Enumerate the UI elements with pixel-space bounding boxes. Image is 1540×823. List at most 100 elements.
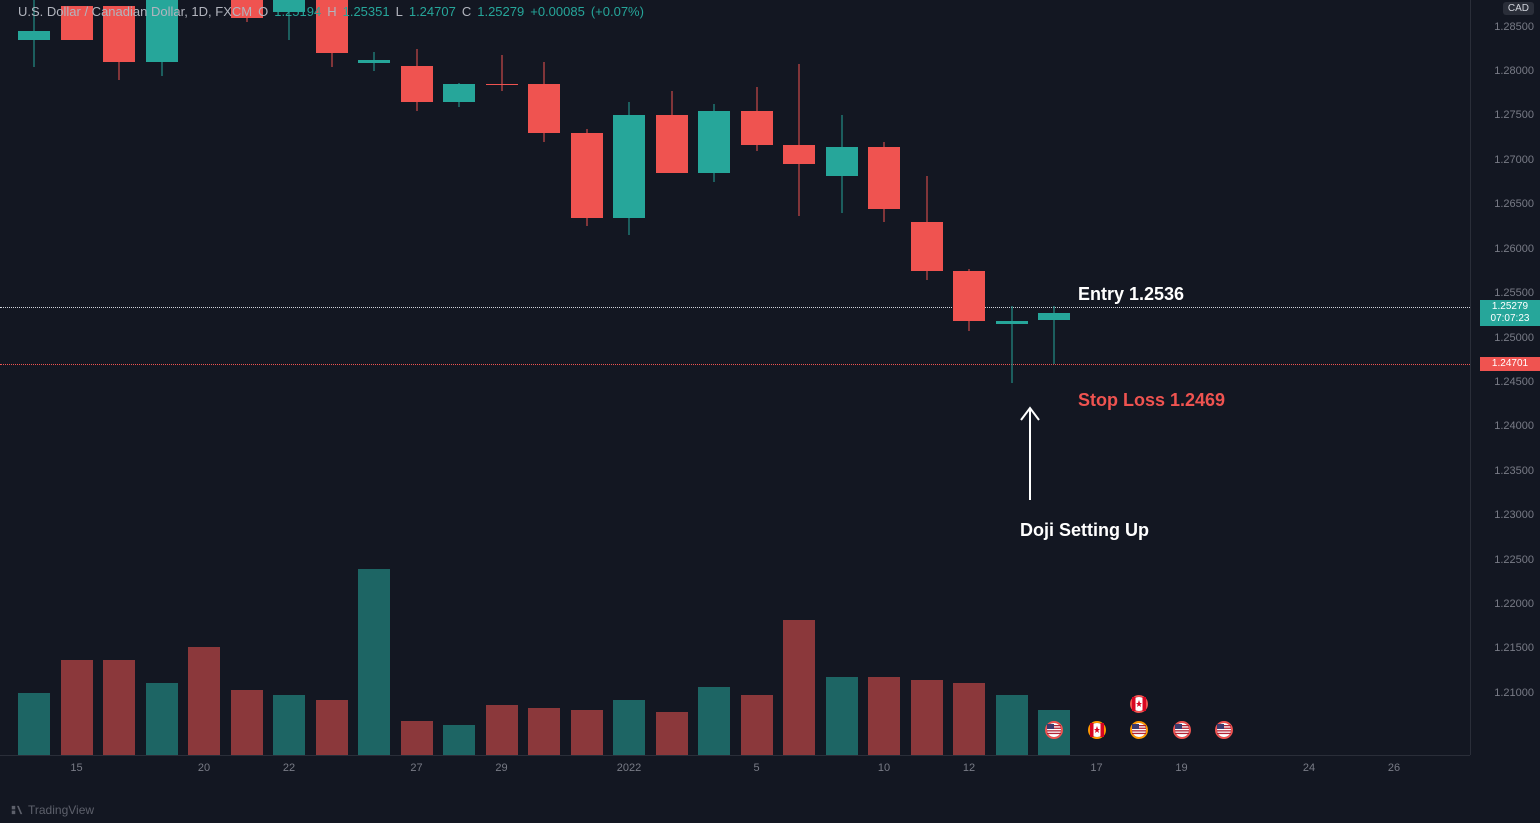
candle[interactable] bbox=[188, 0, 220, 755]
change-abs: +0.00085 bbox=[530, 4, 585, 19]
annotation-text[interactable]: Entry 1.2536 bbox=[1078, 284, 1184, 305]
l-value: 1.24707 bbox=[409, 4, 456, 19]
y-tick-label: 1.21000 bbox=[1494, 687, 1534, 699]
candle[interactable] bbox=[953, 0, 985, 755]
x-tick-label: 24 bbox=[1303, 762, 1315, 774]
volume-bar bbox=[401, 721, 433, 755]
price-line[interactable] bbox=[0, 307, 1470, 308]
h-label: H bbox=[327, 4, 336, 19]
y-tick-label: 1.23000 bbox=[1494, 509, 1534, 521]
arrow-icon bbox=[1015, 400, 1045, 500]
volume-bar bbox=[18, 693, 50, 755]
change-pct: (+0.07%) bbox=[591, 4, 644, 19]
x-tick-label: 20 bbox=[198, 762, 210, 774]
volume-bar bbox=[273, 695, 305, 755]
ca-flag-icon[interactable] bbox=[1088, 721, 1106, 739]
us-flag-icon[interactable] bbox=[1130, 721, 1148, 739]
symbol-label: U.S. Dollar / Canadian Dollar, 1D, FXCM bbox=[18, 4, 252, 19]
annotation-text[interactable]: Doji Setting Up bbox=[1020, 520, 1149, 541]
ca-flag-icon[interactable] bbox=[1130, 695, 1148, 713]
candle[interactable] bbox=[231, 0, 263, 755]
y-tick-label: 1.21500 bbox=[1494, 642, 1534, 654]
candle[interactable] bbox=[698, 0, 730, 755]
c-value: 1.25279 bbox=[477, 4, 524, 19]
y-tick-label: 1.22000 bbox=[1494, 598, 1534, 610]
volume-bar bbox=[868, 677, 900, 755]
volume-bar bbox=[656, 712, 688, 755]
candle[interactable] bbox=[826, 0, 858, 755]
c-label: C bbox=[462, 4, 471, 19]
candle[interactable] bbox=[571, 0, 603, 755]
ohlc-header: U.S. Dollar / Canadian Dollar, 1D, FXCM … bbox=[18, 4, 644, 19]
candle[interactable] bbox=[61, 0, 93, 755]
volume-bar bbox=[741, 695, 773, 755]
x-tick-label: 10 bbox=[878, 762, 890, 774]
volume-bar bbox=[103, 660, 135, 755]
volume-bar bbox=[316, 700, 348, 755]
volume-bar bbox=[443, 725, 475, 755]
candle[interactable] bbox=[911, 0, 943, 755]
tradingview-logo-icon bbox=[10, 803, 24, 817]
candle[interactable] bbox=[443, 0, 475, 755]
volume-bar bbox=[953, 683, 985, 755]
x-tick-label: 15 bbox=[70, 762, 82, 774]
x-tick-label: 29 bbox=[495, 762, 507, 774]
y-tick-label: 1.24500 bbox=[1494, 376, 1534, 388]
candle[interactable] bbox=[741, 0, 773, 755]
volume-bar bbox=[61, 660, 93, 755]
tradingview-watermark: TradingView bbox=[10, 803, 94, 817]
candle[interactable] bbox=[316, 0, 348, 755]
y-tick-label: 1.27000 bbox=[1494, 154, 1534, 166]
y-tick-label: 1.28000 bbox=[1494, 65, 1534, 77]
x-tick-label: 2022 bbox=[617, 762, 641, 774]
candle[interactable] bbox=[103, 0, 135, 755]
axis-currency-badge: CAD bbox=[1503, 2, 1534, 15]
x-tick-label: 22 bbox=[283, 762, 295, 774]
candle[interactable] bbox=[996, 0, 1028, 755]
volume-bar bbox=[571, 710, 603, 755]
y-tick-label: 1.28500 bbox=[1494, 21, 1534, 33]
volume-bar bbox=[613, 700, 645, 755]
volume-bar bbox=[911, 680, 943, 755]
price-badge: 1.2527907:07:23 bbox=[1480, 300, 1540, 326]
x-tick-label: 12 bbox=[963, 762, 975, 774]
chart-pane[interactable]: Entry 1.2536 Stop Loss 1.2469 Doji Setting… bbox=[0, 0, 1470, 755]
price-line[interactable] bbox=[0, 364, 1470, 365]
h-value: 1.25351 bbox=[343, 4, 390, 19]
candle[interactable] bbox=[18, 0, 50, 755]
volume-bar bbox=[698, 687, 730, 755]
y-tick-label: 1.27500 bbox=[1494, 109, 1534, 121]
x-tick-label: 27 bbox=[410, 762, 422, 774]
price-badge: 1.24701 bbox=[1480, 357, 1540, 371]
volume-bar bbox=[146, 683, 178, 755]
x-tick-label: 26 bbox=[1388, 762, 1400, 774]
candle[interactable] bbox=[656, 0, 688, 755]
y-tick-label: 1.26000 bbox=[1494, 243, 1534, 255]
volume-bar bbox=[231, 690, 263, 755]
candle[interactable] bbox=[486, 0, 518, 755]
volume-bar bbox=[826, 677, 858, 755]
candle[interactable] bbox=[401, 0, 433, 755]
annotation-text[interactable]: Stop Loss 1.2469 bbox=[1078, 390, 1225, 411]
y-tick-label: 1.23500 bbox=[1494, 465, 1534, 477]
candle[interactable] bbox=[868, 0, 900, 755]
us-flag-icon[interactable] bbox=[1215, 721, 1233, 739]
us-flag-icon[interactable] bbox=[1045, 721, 1063, 739]
candle[interactable] bbox=[1038, 0, 1070, 755]
volume-bar bbox=[783, 620, 815, 755]
time-axis[interactable]: 152022272920225101217192426 bbox=[0, 755, 1470, 785]
price-axis[interactable]: CAD 1.285001.280001.275001.270001.265001… bbox=[1470, 0, 1540, 755]
volume-bar bbox=[358, 569, 390, 755]
o-label: O bbox=[258, 4, 268, 19]
o-value: 1.25194 bbox=[274, 4, 321, 19]
volume-bar bbox=[486, 705, 518, 755]
candle[interactable] bbox=[613, 0, 645, 755]
l-label: L bbox=[396, 4, 403, 19]
us-flag-icon[interactable] bbox=[1173, 721, 1191, 739]
candle[interactable] bbox=[146, 0, 178, 755]
x-tick-label: 5 bbox=[753, 762, 759, 774]
candle[interactable] bbox=[528, 0, 560, 755]
y-tick-label: 1.24000 bbox=[1494, 420, 1534, 432]
candle[interactable] bbox=[273, 0, 305, 755]
x-tick-label: 19 bbox=[1175, 762, 1187, 774]
